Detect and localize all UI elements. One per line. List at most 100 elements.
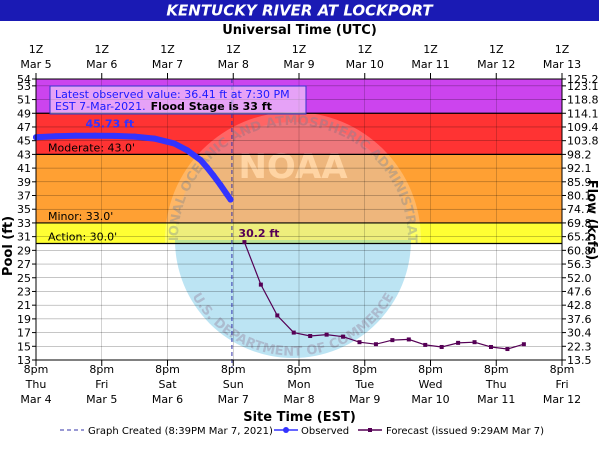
right-tick-label: 109.4 <box>567 121 599 134</box>
forecast-point <box>275 313 280 318</box>
zone-band-action <box>36 222 562 244</box>
right-tick-label: 42.8 <box>567 299 592 312</box>
zone-label-minor: Minor: 33.0' <box>48 210 113 223</box>
annotation-box <box>49 85 307 115</box>
bottom-tick-date: Mar 10 <box>411 393 449 406</box>
right-tick-label: 125.2 <box>567 73 599 86</box>
top-tick-hour: 1Z <box>357 43 372 56</box>
bottom-tick-time: 8pm <box>221 363 246 376</box>
bottom-axis-title: Site Time (EST) <box>243 410 356 425</box>
right-tick-label: 69.8 <box>567 217 592 230</box>
observed-point <box>184 147 191 154</box>
watermark-center-text: NOAA <box>238 147 348 187</box>
left-tick-label: 45 <box>17 135 31 148</box>
forecast-point <box>472 340 477 345</box>
title-bar <box>0 0 599 21</box>
right-tick-label: 52.0 <box>567 272 592 285</box>
left-tick-label: 39 <box>17 176 31 189</box>
bottom-tick-date: Mar 6 <box>152 393 183 406</box>
right-axis-ticks: 13.522.330.437.642.847.652.056.360.865.2… <box>562 73 599 367</box>
legend-forecast-label: Forecast (issued 9:29AM Mar 7) <box>386 426 544 437</box>
zone-label-action: Action: 30.0' <box>48 230 117 243</box>
annotation-date: EST 7-Mar-2021. <box>55 100 146 113</box>
observed-point <box>197 156 204 163</box>
legend: Graph Created (8:39PM Mar 7, 2021) Observ… <box>60 426 544 437</box>
annotation-flood-stage: Flood Stage is 33 ft <box>151 100 272 113</box>
legend-observed-label: Observed <box>301 426 349 437</box>
observed-point <box>111 132 118 139</box>
forecast-point <box>423 342 428 347</box>
left-tick-label: 37 <box>17 190 31 203</box>
bottom-tick-day: Fri <box>95 378 108 391</box>
bottom-tick-date: Mar 9 <box>349 393 380 406</box>
top-tick-hour: 1Z <box>489 43 504 56</box>
legend-observed-marker <box>283 427 289 433</box>
bottom-tick-date: Mar 11 <box>477 393 515 406</box>
right-tick-label: 74.7 <box>567 203 592 216</box>
forecast-series: 30.2 ft <box>238 227 526 352</box>
right-tick-label: 30.4 <box>567 327 592 340</box>
top-tick-hour: 1Z <box>160 43 175 56</box>
top-tick-date: Mar 13 <box>543 58 581 71</box>
left-tick-label: 13 <box>17 354 31 367</box>
zone-band-minor <box>36 154 562 223</box>
bottom-tick-time: 8pm <box>24 363 49 376</box>
left-tick-label: 43 <box>17 148 31 161</box>
bottom-tick-day: Sat <box>158 378 177 391</box>
left-tick-label: 49 <box>17 107 31 120</box>
left-tick-label: 23 <box>17 285 31 298</box>
top-tick-date: Mar 8 <box>218 58 249 71</box>
left-tick-label: 21 <box>17 299 31 312</box>
observed-point <box>151 135 158 142</box>
left-tick-label: 17 <box>17 327 31 340</box>
right-tick-label: 118.8 <box>567 94 599 107</box>
forecast-point <box>357 340 362 345</box>
bottom-tick-day: Wed <box>419 378 443 391</box>
left-tick-label: 41 <box>17 162 31 175</box>
bottom-tick-date: Mar 8 <box>283 393 314 406</box>
top-tick-date: Mar 11 <box>411 58 449 71</box>
right-axis-title: Flow (kcfs) <box>584 180 599 260</box>
left-axis-ticks: 1315171921232527293133353739414345474951… <box>17 73 36 367</box>
top-tick-date: Mar 5 <box>20 58 51 71</box>
top-tick-hour: 1Z <box>226 43 241 56</box>
observed-point <box>92 132 99 139</box>
forecast-start-label: 30.2 ft <box>238 227 279 240</box>
left-tick-label: 47 <box>17 121 31 134</box>
left-tick-label: 51 <box>17 94 31 107</box>
bottom-tick-time: 8pm <box>550 363 575 376</box>
right-tick-label: 123.1 <box>567 80 599 93</box>
forecast-point <box>505 347 510 352</box>
bottom-tick-date: Mar 12 <box>543 393 581 406</box>
observed-peak-label: 45.73 ft <box>85 118 134 131</box>
flood-zone-bands <box>36 79 562 244</box>
right-tick-label: 13.5 <box>567 354 592 367</box>
forecast-point <box>488 344 493 349</box>
bottom-tick-date: Mar 5 <box>86 393 117 406</box>
bottom-tick-day: Fri <box>555 378 568 391</box>
bottom-tick-date: Mar 7 <box>218 393 249 406</box>
top-tick-hour: 1Z <box>555 43 570 56</box>
right-tick-label: 85.9 <box>567 176 592 189</box>
forecast-point <box>341 334 346 339</box>
right-tick-label: 98.2 <box>567 148 592 161</box>
right-tick-label: 80.1 <box>567 190 592 203</box>
bottom-tick-time: 8pm <box>287 363 312 376</box>
bottom-axis-ticks: 8pm Thu Mar 4 8pm Fri Mar 5 8pm Sat Mar 6 8pm Sun M… <box>20 360 581 406</box>
left-tick-label: 33 <box>17 217 31 230</box>
bottom-tick-day: Thu <box>485 378 507 391</box>
left-tick-label: 25 <box>17 272 31 285</box>
top-axis-title: Universal Time (UTC) <box>222 23 377 38</box>
forecast-point <box>390 338 395 343</box>
bottom-tick-time: 8pm <box>418 363 443 376</box>
observed-point <box>52 133 59 140</box>
right-tick-label: 92.1 <box>567 162 592 175</box>
right-tick-label: 60.8 <box>567 244 592 257</box>
bottom-tick-time: 8pm <box>484 363 509 376</box>
forecast-point <box>439 344 444 349</box>
latest-observation-annotation: Latest observed value: 36.41 ft at 7:30 … <box>49 85 307 115</box>
chart-title: KENTUCKY RIVER AT LOCKPORT <box>166 2 434 20</box>
observed-point <box>131 133 138 140</box>
right-tick-label: 114.1 <box>567 107 599 120</box>
